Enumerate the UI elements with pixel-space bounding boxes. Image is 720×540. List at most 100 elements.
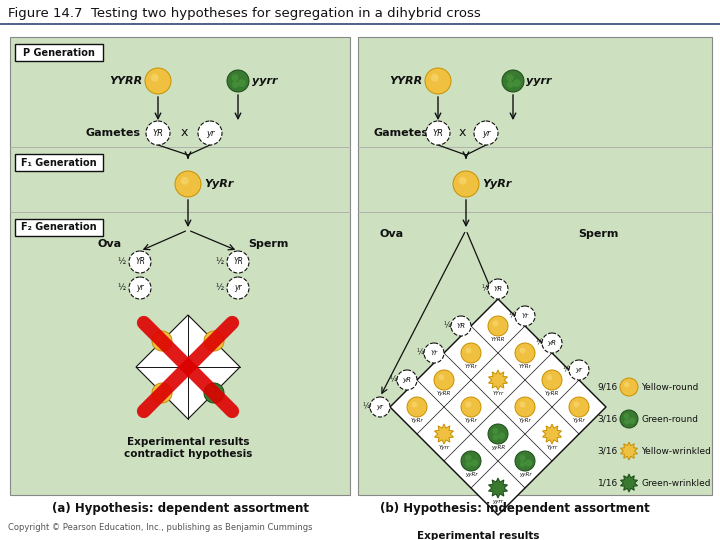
Text: YYRr: YYRr [464, 364, 477, 369]
Circle shape [426, 121, 450, 145]
Text: ¼: ¼ [482, 285, 489, 294]
Text: ½: ½ [216, 284, 224, 293]
Polygon shape [136, 315, 240, 419]
Circle shape [227, 251, 249, 273]
Circle shape [466, 461, 472, 467]
Polygon shape [542, 424, 562, 444]
Text: Copyright © Pearson Education, Inc., publishing as Benjamin Cummings: Copyright © Pearson Education, Inc., pub… [8, 523, 312, 532]
Circle shape [145, 68, 171, 94]
Text: x: x [459, 126, 466, 139]
Text: ¼: ¼ [562, 366, 570, 375]
Text: Green-round: Green-round [641, 415, 698, 423]
Circle shape [507, 74, 513, 81]
Bar [358, 37, 712, 495]
Text: Experimental results
support hypothesis: Experimental results support hypothesis [417, 531, 539, 540]
Circle shape [525, 460, 532, 467]
Circle shape [624, 419, 629, 424]
Text: P Generation: P Generation [23, 48, 95, 57]
Circle shape [204, 383, 224, 403]
Circle shape [397, 370, 417, 390]
Text: yr: yr [482, 129, 490, 138]
Text: Figure 14.7  Testing two hypotheses for segregation in a dihybrid cross: Figure 14.7 Testing two hypotheses for s… [8, 6, 481, 19]
Text: yyrr: yyrr [526, 76, 552, 86]
Circle shape [629, 417, 635, 424]
Circle shape [466, 348, 472, 354]
Circle shape [431, 74, 438, 82]
Text: 3/16: 3/16 [598, 447, 618, 456]
Text: 9/16: 9/16 [598, 382, 618, 392]
Circle shape [515, 397, 535, 417]
Polygon shape [434, 424, 454, 444]
Bar [15, 44, 103, 61]
Circle shape [513, 79, 521, 87]
Circle shape [520, 461, 526, 467]
Text: YyRR: YyRR [545, 391, 559, 396]
Circle shape [488, 316, 508, 336]
Circle shape [453, 171, 479, 197]
Text: yyrr: yyrr [492, 499, 503, 504]
Circle shape [214, 392, 221, 399]
Circle shape [569, 360, 589, 380]
Text: Ova: Ova [380, 229, 404, 239]
Text: Sperm: Sperm [248, 239, 288, 249]
Circle shape [198, 121, 222, 145]
Circle shape [451, 316, 471, 336]
Circle shape [232, 81, 239, 88]
Text: Gametes: Gametes [373, 128, 428, 138]
Text: YR: YR [493, 286, 503, 292]
Text: Yr: Yr [521, 313, 528, 319]
Circle shape [412, 402, 418, 408]
Polygon shape [621, 474, 637, 492]
Circle shape [175, 171, 201, 197]
Text: Sperm: Sperm [578, 229, 618, 239]
Text: (b) Hypothesis: independent assortment: (b) Hypothesis: independent assortment [380, 502, 650, 515]
Text: Yyrr: Yyrr [546, 445, 557, 450]
Circle shape [227, 277, 249, 299]
Circle shape [424, 343, 444, 363]
Circle shape [407, 397, 427, 417]
Text: YYRR: YYRR [491, 337, 505, 342]
Circle shape [515, 451, 535, 471]
Text: YYRR: YYRR [109, 76, 143, 86]
Circle shape [209, 335, 215, 341]
Circle shape [129, 277, 151, 299]
Circle shape [488, 424, 508, 444]
Circle shape [492, 428, 498, 434]
Text: ¼: ¼ [508, 312, 516, 321]
Circle shape [574, 402, 580, 408]
Text: ½: ½ [216, 258, 224, 267]
Circle shape [129, 251, 151, 273]
Circle shape [542, 333, 562, 353]
Text: Yellow-round: Yellow-round [641, 382, 698, 392]
Circle shape [507, 81, 513, 88]
Circle shape [520, 402, 526, 408]
Circle shape [146, 121, 170, 145]
Circle shape [471, 460, 478, 467]
Text: YR: YR [433, 129, 444, 138]
Text: yyrr: yyrr [252, 76, 277, 86]
Circle shape [502, 70, 524, 92]
Text: ¼: ¼ [390, 375, 397, 384]
Text: Yr: Yr [431, 350, 438, 356]
Text: YyRr: YyRr [482, 179, 511, 189]
Text: ¼: ¼ [417, 348, 424, 357]
Text: YYrr: YYrr [492, 391, 503, 396]
Text: yyRr: yyRr [518, 472, 531, 477]
Circle shape [498, 433, 505, 440]
Text: ¼: ¼ [363, 402, 370, 411]
Text: YR: YR [135, 258, 145, 267]
Circle shape [232, 74, 238, 81]
Circle shape [156, 388, 163, 394]
Circle shape [461, 343, 481, 363]
Text: YYRR: YYRR [390, 76, 423, 86]
Text: 1/16: 1/16 [598, 478, 618, 488]
Circle shape [152, 383, 172, 403]
Circle shape [620, 410, 638, 428]
Circle shape [546, 375, 552, 381]
Circle shape [624, 414, 629, 419]
Circle shape [438, 375, 444, 381]
Circle shape [208, 387, 215, 393]
Text: x: x [180, 126, 188, 139]
Circle shape [238, 79, 246, 87]
Text: yR: yR [402, 377, 412, 383]
